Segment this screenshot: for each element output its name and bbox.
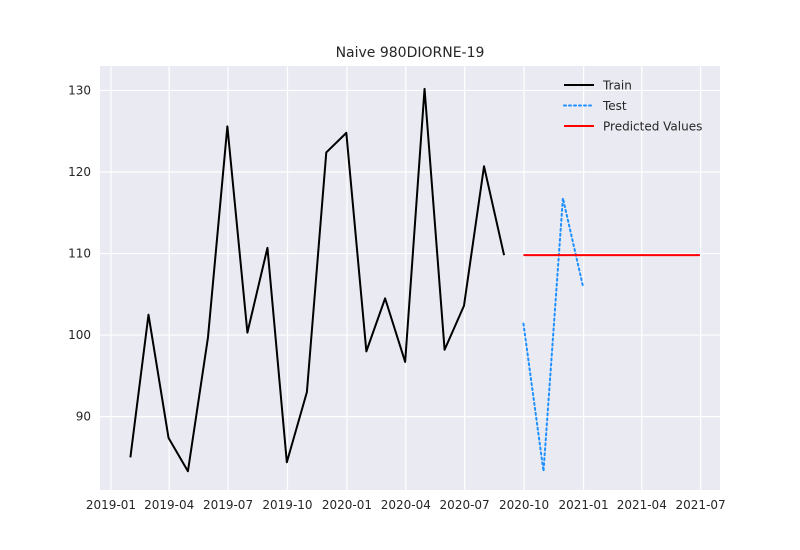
x-tick-label: 2019-04 [144,498,194,512]
y-tick-label: 90 [76,410,91,424]
y-tick-label: 120 [68,165,91,179]
legend: Train Test Predicted Values [563,79,702,134]
legend-label: Test [602,99,627,113]
legend-label: Predicted Values [603,120,702,134]
series-test-line [522,197,584,473]
y-tick-label: 100 [68,328,91,342]
chart-title: Naive 980DIORNE-19 [336,45,485,61]
y-tick-label: 110 [68,247,91,261]
y-tick-label: 130 [68,83,91,97]
x-tick-label: 2019-07 [203,498,253,512]
x-tick-label: 2020-10 [499,498,549,512]
plot-area [100,66,720,490]
x-tick-label: 2019-10 [262,498,312,512]
x-tick-label: 2020-01 [322,498,372,512]
y-axis: 90 100 110 120 130 [68,83,91,423]
x-tick-label: 2021-01 [559,498,609,512]
x-tick-label: 2019-01 [86,498,136,512]
legend-label: Train [602,79,632,93]
x-tick-label: 2021-04 [617,498,667,512]
x-axis: 2019-01 2019-04 2019-07 2019-10 2020-01 2020-… [86,498,726,512]
series-train-line [129,87,506,473]
series-layer [129,87,700,473]
x-tick-label: 2020-04 [381,498,431,512]
x-tick-label: 2021-07 [676,498,726,512]
x-tick-label: 2020-07 [440,498,490,512]
